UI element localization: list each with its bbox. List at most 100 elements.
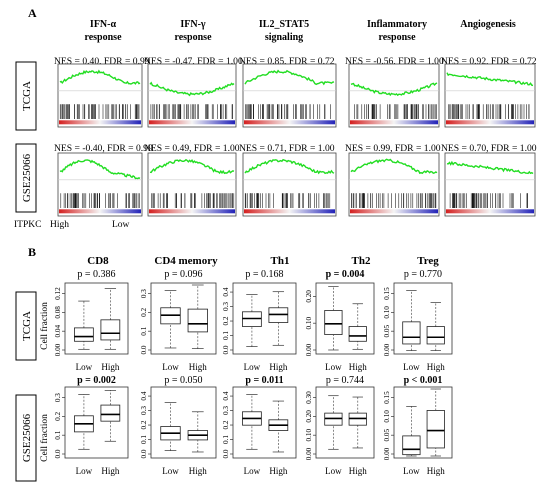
y-tick-label: 0.00: [305, 447, 313, 460]
y-tick-label: 0.0: [222, 449, 230, 458]
y-tick-label: 0.00: [383, 447, 391, 460]
p-value-label: p < 0.001: [404, 375, 443, 386]
y-tick-label: 0.05: [383, 324, 391, 337]
iqr-box: [426, 410, 445, 449]
gsea-plot-tcga-0: NES = 0.40, FDR = 0.99: [54, 56, 150, 128]
y-tick-label: 0.12: [54, 287, 62, 300]
y-tick-label: 0.0: [140, 345, 148, 354]
enrichment-score-curve: [244, 158, 335, 175]
gsea-plot-gse25066-4: NES = 0.70, FDR = 1.00: [441, 143, 537, 217]
high-label: High: [50, 220, 69, 230]
y-tick-label: 0.08: [54, 306, 62, 319]
iqr-box: [402, 435, 421, 456]
cell-type-title-1: CD4 memory: [154, 255, 218, 267]
y-tick-label: 0.20: [305, 290, 313, 303]
gsea-frame: [242, 63, 337, 128]
enrichment-score-curve: [350, 158, 438, 175]
iqr-box: [426, 326, 445, 345]
x-category-label: Low: [403, 466, 420, 476]
boxplot-gse25066-th1: p = 0.011 0.0 0.1 0.2 0.3 0.4 Low High: [222, 375, 297, 476]
nes-fdr-label: NES = 0.99, FDR = 1.00: [345, 143, 441, 154]
p-value-label: p = 0.744: [326, 375, 364, 386]
ranked-list-gradient: [59, 209, 141, 214]
gsea-frame: [57, 63, 143, 128]
y-tick-label: 0.2: [222, 420, 230, 429]
y-tick-label: 0.4: [222, 391, 230, 400]
y-tick-label: 0.10: [383, 410, 391, 423]
y-tick-label: 0.15: [383, 287, 391, 300]
gsea-frame: [147, 63, 237, 128]
y-tick-label: 0.1: [140, 435, 148, 444]
cohort-label-a-1: GSE25066: [21, 153, 33, 202]
nes-fdr-label: NES = -0.56, FDR = 1.00: [345, 56, 444, 67]
nes-fdr-label: NES = 0.71, FDR = 1.00: [239, 143, 335, 154]
ranked-list-gradient: [149, 120, 235, 125]
enrichment-score-curve: [59, 69, 141, 85]
boxplot-tcga-th2: p = 0.004 0.00 0.10 0.20 Low High: [305, 269, 375, 372]
y-tick-label: 0.2: [54, 411, 62, 420]
p-value-label: p = 0.770: [404, 269, 442, 280]
y-tick-label: 0.00: [383, 343, 391, 356]
cell-fraction-ylabel: Cell fraction: [39, 414, 50, 462]
y-tick-label: 0.00: [305, 343, 313, 356]
y-tick-label: 0.1: [140, 326, 148, 335]
x-category-label: High: [189, 466, 208, 476]
boxplot-gse25066-treg: p < 0.001 0.00 0.05 0.10 0.15 Low High: [383, 375, 453, 476]
y-tick-label: 0.2: [140, 307, 148, 316]
boxplot-gse25066-th2: p = 0.744 0.00 0.10 0.20 0.30 Low High: [305, 375, 375, 476]
gsea-plot-gse25066-1: NES = 0.49, FDR = 1.00: [144, 143, 240, 217]
y-tick-label: 0.4: [222, 287, 230, 296]
boxplot-tcga-th1: p = 0.168 0.0 0.1 0.2 0.3 0.4 Low High: [222, 269, 297, 372]
ranked-list-gradient: [59, 120, 141, 125]
boxplot-frame: [150, 386, 217, 459]
cell-type-title-2: Th1: [271, 255, 290, 267]
cell-type-title-3: Th2: [352, 255, 371, 267]
boxplot-tcga-cd8: p = 0.386 0.00 0.04 0.08 0.12 Low High: [54, 269, 129, 372]
nes-fdr-label: NES = -0.47, FDR = 1.00: [144, 56, 243, 67]
cell-type-title-0: CD8: [87, 255, 109, 267]
ranked-list-gradient: [446, 120, 534, 125]
iqr-box: [402, 321, 421, 345]
gsea-plot-gse25066-3: NES = 0.99, FDR = 1.00: [345, 143, 441, 217]
x-category-label: High: [269, 362, 288, 372]
y-tick-label: 0.4: [140, 391, 148, 400]
boxplot-gse25066-cd8: p = 0.002 0.0 0.1 0.2 0.3 Low High: [54, 375, 129, 476]
gsea-col-title-2: IL2_STAT5: [259, 19, 309, 30]
enrichment-score-curve: [446, 160, 534, 175]
cohort-label-a-0: TCGA: [21, 81, 33, 111]
p-value-label: p = 0.168: [245, 269, 283, 280]
y-tick-label: 0.10: [383, 306, 391, 319]
nes-fdr-label: NES = 0.40, FDR = 0.99: [54, 56, 150, 67]
y-tick-label: 0.1: [54, 430, 62, 439]
gsea-plot-tcga-1: NES = -0.47, FDR = 1.00: [144, 56, 243, 128]
y-tick-label: 0.1: [222, 435, 230, 444]
y-tick-label: 0.0: [222, 345, 230, 354]
ranked-list-gradient: [244, 120, 335, 125]
iqr-box: [100, 404, 121, 422]
x-category-label: Low: [76, 466, 93, 476]
x-category-label: Low: [325, 362, 342, 372]
nes-fdr-label: NES = 0.49, FDR = 1.00: [144, 143, 240, 154]
panel-a-label: A: [28, 6, 37, 20]
ranked-list-gradient: [350, 120, 438, 125]
x-category-label: High: [349, 466, 368, 476]
y-tick-label: 0.0: [140, 449, 148, 458]
y-tick-label: 0.0: [54, 449, 62, 458]
gsea-col-title-3: response: [378, 32, 416, 43]
enrichment-score-curve: [59, 159, 141, 180]
iqr-box: [187, 308, 208, 333]
x-category-label: Low: [403, 362, 420, 372]
low-label: Low: [112, 220, 130, 230]
p-value-label: p = 0.011: [245, 375, 283, 386]
gsea-plot-tcga-2: NES = 0.85, FDR = 0.72: [239, 56, 337, 128]
p-value-label: p = 0.002: [77, 375, 116, 386]
ranked-list-gradient: [244, 209, 335, 214]
ranked-list-gradient: [446, 209, 534, 214]
gsea-frame: [348, 63, 440, 128]
y-tick-label: 0.1: [222, 331, 230, 340]
enrichment-score-curve: [350, 82, 438, 97]
cohort-box-b-gse25066: [15, 394, 37, 482]
gsea-plot-tcga-4: NES = 0.92, FDR = 0.72: [441, 56, 537, 128]
gsea-plot-gse25066-2: NES = 0.71, FDR = 1.00: [239, 143, 337, 217]
